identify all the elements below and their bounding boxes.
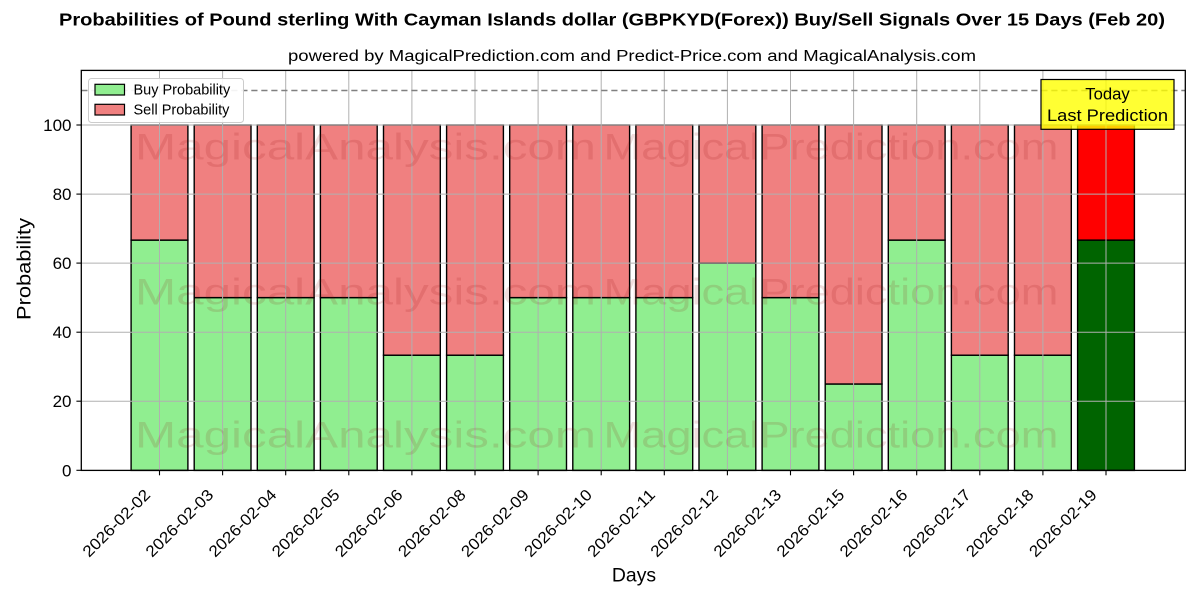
svg-text:Sell Probability: Sell Probability [134, 103, 231, 119]
svg-text:20: 20 [53, 392, 72, 411]
svg-text:MagicalPrediction.com: MagicalPrediction.com [604, 127, 1059, 168]
svg-text:MagicalAnalysis.com: MagicalAnalysis.com [135, 272, 596, 313]
svg-text:100: 100 [43, 116, 71, 135]
svg-text:40: 40 [53, 323, 72, 342]
svg-text:powered by MagicalPrediction.c: powered by MagicalPrediction.com and Pre… [288, 48, 976, 65]
svg-text:60: 60 [53, 254, 72, 273]
svg-text:Today: Today [1085, 85, 1130, 104]
svg-text:Last Prediction: Last Prediction [1047, 106, 1168, 125]
svg-text:0: 0 [62, 461, 71, 480]
svg-text:80: 80 [53, 185, 72, 204]
svg-text:MagicalAnalysis.com: MagicalAnalysis.com [135, 127, 596, 168]
svg-text:MagicalPrediction.com: MagicalPrediction.com [604, 272, 1059, 313]
svg-text:Days: Days [612, 565, 656, 587]
svg-text:Probabilities of Pound sterlin: Probabilities of Pound sterling With Cay… [59, 10, 1165, 30]
svg-text:MagicalAnalysis.com: MagicalAnalysis.com [135, 415, 596, 456]
svg-text:Probability: Probability [14, 218, 36, 320]
svg-text:Buy Probability: Buy Probability [134, 83, 231, 99]
svg-text:MagicalPrediction.com: MagicalPrediction.com [604, 415, 1059, 456]
